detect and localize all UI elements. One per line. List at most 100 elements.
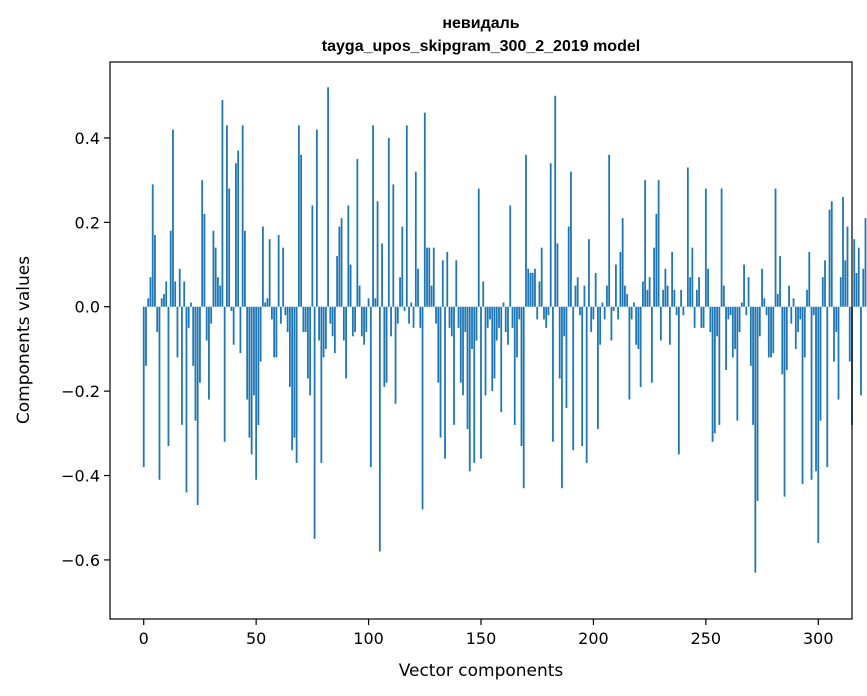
bar-260 [727, 306, 730, 320]
bar-310 [839, 277, 842, 307]
bar-203 [599, 306, 602, 345]
bar-264 [736, 306, 739, 421]
bar-309 [837, 306, 840, 400]
bar-41 [235, 163, 237, 307]
bar-273 [756, 306, 759, 501]
bar-61 [279, 306, 282, 324]
bar-193 [576, 277, 579, 307]
bar-93 [351, 306, 354, 337]
bar-178 [543, 306, 545, 320]
bar-170 [525, 154, 527, 307]
bar-86 [336, 256, 338, 307]
bar-256 [718, 306, 721, 425]
bar-129 [432, 247, 435, 307]
bar-254 [713, 306, 716, 434]
bar-87 [338, 226, 341, 307]
bar-197 [585, 306, 588, 463]
bar-83 [329, 306, 332, 324]
bar-190 [570, 171, 572, 307]
bar-118 [408, 306, 410, 324]
bar-7 [158, 306, 161, 480]
bar-35 [221, 99, 224, 307]
bar-158 [498, 306, 500, 328]
bar-139 [455, 260, 458, 307]
bar-257 [720, 188, 723, 307]
bar-69 [297, 125, 300, 307]
bar-94 [354, 306, 356, 333]
bar-101 [369, 306, 372, 468]
bar-321 [864, 218, 867, 307]
bar-146 [471, 306, 473, 349]
bar-64 [286, 306, 289, 333]
bar-17 [181, 306, 183, 425]
bar-206 [606, 285, 608, 307]
bar-202 [597, 306, 599, 430]
bar-253 [711, 306, 714, 442]
bar-300 [817, 306, 820, 544]
y-tick-label: 0.0 [75, 298, 100, 317]
bar-284 [781, 306, 784, 375]
bar-194 [579, 306, 581, 316]
bar-26 [201, 180, 204, 307]
bar-81 [324, 306, 327, 349]
bar-286 [785, 306, 788, 371]
bar-255 [716, 306, 718, 337]
bar-56 [268, 239, 271, 307]
bar-195 [581, 306, 584, 446]
bar-115 [401, 226, 404, 307]
bar-100 [367, 298, 370, 307]
y-axis-label: Components values [14, 256, 34, 424]
bar-154 [489, 306, 491, 320]
bar-207 [608, 154, 611, 307]
bar-298 [812, 306, 815, 316]
bar-220 [637, 306, 640, 349]
bar-317 [855, 272, 858, 307]
bar-169 [522, 306, 525, 489]
bar-225 [648, 277, 651, 307]
bar-287 [788, 285, 790, 307]
bar-279 [770, 306, 772, 358]
bar-142 [462, 306, 464, 396]
bar-261 [729, 306, 732, 316]
bar-293 [801, 306, 804, 484]
bar-179 [545, 306, 548, 328]
bar-230 [659, 306, 662, 341]
bar-19 [185, 306, 188, 493]
bar-29 [208, 306, 210, 400]
bar-28 [205, 306, 208, 341]
x-tick-label: 0 [139, 629, 149, 648]
bar-239 [680, 289, 683, 307]
bar-265 [738, 306, 741, 333]
bar-68 [295, 306, 298, 463]
bar-209 [612, 306, 615, 311]
bar-172 [529, 272, 532, 307]
bar-269 [747, 277, 750, 307]
bar-53 [262, 226, 264, 307]
bar-66 [291, 306, 294, 451]
bar-59 [275, 306, 278, 358]
bar-43 [239, 306, 242, 354]
bar-0 [142, 306, 145, 468]
bar-121 [414, 171, 417, 307]
bar-12 [169, 230, 172, 307]
bar-2 [147, 298, 150, 307]
bar-228 [655, 213, 658, 307]
bar-65 [288, 306, 291, 387]
bar-304 [826, 306, 829, 468]
y-tick-label: 0.4 [75, 129, 100, 148]
bar-185 [558, 306, 561, 379]
bar-316 [853, 239, 856, 307]
bar-267 [743, 264, 745, 307]
bar-119 [410, 302, 413, 307]
bar-104 [376, 201, 379, 307]
bar-151 [482, 281, 485, 307]
bar-167 [518, 306, 521, 320]
bar-219 [635, 306, 638, 345]
bar-280 [772, 306, 775, 354]
bar-247 [698, 277, 700, 307]
bar-90 [345, 306, 347, 379]
bar-201 [594, 272, 597, 307]
bar-98 [363, 306, 365, 345]
bar-240 [682, 306, 685, 316]
